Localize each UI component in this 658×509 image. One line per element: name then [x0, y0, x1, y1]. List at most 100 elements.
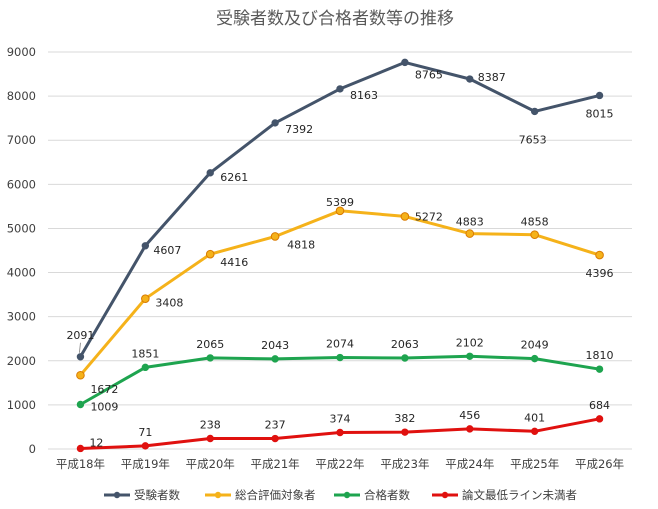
data-point — [336, 428, 344, 437]
data-label: 4607 — [153, 244, 181, 257]
y-tick-label: 3000 — [7, 310, 36, 324]
data-point — [141, 242, 150, 250]
x-tick-label: 平成19年 — [121, 457, 170, 471]
data-label: 238 — [200, 419, 221, 432]
data-label: 2049 — [521, 339, 549, 352]
y-axis-ticks: 0 1000 2000 3000 4000 5000 6000 7000 8000 9000 — [7, 45, 36, 456]
data-label: 2074 — [326, 338, 354, 351]
series-line — [79, 354, 600, 406]
data-label: 8387 — [478, 71, 506, 84]
legend-marker — [113, 491, 121, 499]
data-label: 1009 — [90, 400, 118, 413]
data-label: 684 — [589, 399, 610, 412]
y-tick-label: 7000 — [7, 133, 36, 147]
x-tick-label: 平成20年 — [186, 457, 235, 471]
data-label: 4858 — [521, 216, 549, 229]
data-point — [336, 353, 344, 362]
y-tick-label: 1000 — [7, 398, 36, 412]
data-point — [595, 91, 604, 100]
data-point — [205, 249, 215, 259]
legend-marker — [214, 491, 222, 499]
data-label: 7653 — [519, 133, 547, 146]
x-axis-ticks: 平成18年 平成19年 平成20年 平成21年 平成22年 平成23年 平成24年 平成25年… — [56, 457, 624, 471]
data-point — [595, 415, 604, 423]
data-label: 4818 — [287, 238, 315, 251]
label-leader-line — [79, 342, 81, 353]
y-tick-label: 5000 — [7, 221, 36, 235]
data-labels: 2091 4607 6261 7392 8163 8765 8387 7653 8015 1672… — [66, 68, 613, 449]
data-point — [76, 353, 85, 361]
data-point — [206, 354, 214, 362]
series-lines — [76, 58, 604, 453]
data-label: 5399 — [326, 196, 354, 209]
data-label: 1672 — [90, 383, 118, 396]
x-tick-label: 平成18年 — [56, 457, 105, 471]
legend-label: 合格者数 — [364, 488, 410, 502]
data-label: 12 — [89, 436, 103, 449]
data-label: 71 — [138, 426, 152, 439]
x-tick-label: 平成21年 — [251, 457, 300, 471]
data-label: 2063 — [391, 338, 419, 351]
data-point — [401, 354, 409, 362]
data-label: 4396 — [586, 267, 614, 280]
data-point — [206, 169, 214, 177]
gridlines — [48, 51, 632, 450]
y-tick-label: 2000 — [7, 354, 36, 368]
data-label: 8765 — [415, 68, 443, 81]
data-label: 4883 — [456, 216, 484, 229]
data-label: 1810 — [586, 349, 614, 362]
x-tick-label: 平成25年 — [510, 457, 559, 471]
y-tick-label: 9000 — [7, 45, 36, 59]
data-point — [400, 212, 410, 221]
data-point — [271, 119, 279, 127]
legend: 受験者数 総合評価対象者 合格者数 論文最低ライン未満者 — [104, 488, 577, 502]
x-tick-label: 平成24年 — [445, 457, 494, 471]
data-label: 8163 — [350, 89, 378, 102]
legend-label: 受験者数 — [134, 488, 180, 502]
data-point — [530, 107, 539, 116]
x-tick-label: 平成22年 — [315, 457, 364, 471]
data-label: 4416 — [220, 256, 248, 269]
data-point — [466, 75, 474, 83]
legend-label: 論文最低ライン未満者 — [462, 488, 577, 502]
y-tick-label: 8000 — [7, 89, 36, 103]
data-point — [530, 230, 539, 240]
data-label: 1851 — [131, 347, 159, 360]
data-label: 374 — [330, 413, 351, 426]
data-point — [141, 294, 150, 303]
data-label: 8015 — [586, 107, 614, 120]
data-point — [76, 370, 85, 380]
data-label: 2043 — [261, 339, 289, 352]
data-point — [76, 444, 85, 453]
data-point — [595, 250, 604, 260]
legend-marker — [441, 491, 449, 499]
data-point — [76, 400, 85, 409]
data-point — [401, 428, 409, 436]
legend-marker — [343, 491, 351, 499]
data-label: 2091 — [66, 329, 94, 342]
data-label: 382 — [394, 412, 415, 425]
data-point — [336, 85, 344, 93]
y-tick-label: 0 — [29, 442, 36, 456]
data-point — [206, 434, 214, 443]
data-point — [271, 355, 279, 363]
data-point — [335, 206, 345, 216]
data-point — [530, 427, 539, 436]
data-label: 401 — [524, 411, 545, 424]
data-point — [595, 365, 604, 373]
data-point — [466, 425, 474, 433]
y-tick-label: 6000 — [7, 177, 36, 191]
data-label: 5272 — [415, 210, 443, 223]
chart-title: 受験者数及び合格者数等の推移 — [216, 9, 454, 29]
data-label: 237 — [265, 419, 286, 432]
data-point — [401, 58, 409, 67]
data-point — [141, 363, 150, 372]
data-label: 7392 — [285, 123, 313, 136]
x-tick-label: 平成26年 — [575, 457, 624, 471]
data-label: 3408 — [155, 297, 183, 310]
y-tick-label: 4000 — [7, 266, 36, 280]
legend-label: 総合評価対象者 — [235, 488, 316, 502]
data-label: 2065 — [196, 338, 224, 351]
